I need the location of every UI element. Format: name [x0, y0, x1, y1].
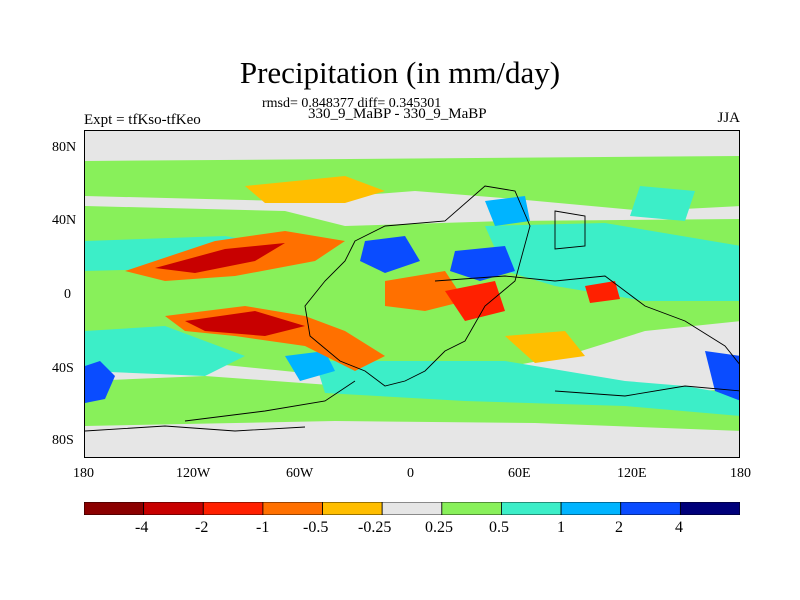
x-tick-60e: 60E — [508, 466, 531, 481]
colorbar-swatch — [381, 501, 443, 516]
x-tick-60w: 60W — [286, 466, 314, 481]
south-green-band — [85, 376, 739, 431]
colorbar-swatch — [560, 501, 622, 516]
colorbar-swatch — [620, 501, 681, 516]
x-tick-0: 0 — [407, 466, 414, 481]
cyan-patch-asia — [485, 223, 739, 301]
red-anomaly-africa — [445, 281, 505, 321]
colorbar-label: 4 — [675, 519, 683, 536]
north-green-band — [85, 156, 739, 211]
x-tick-120w: 120W — [176, 466, 211, 481]
colorbar-label: 0.5 — [489, 519, 509, 536]
x-tick-180e: 180 — [730, 466, 751, 481]
y-tick-80n: 80N — [52, 140, 77, 155]
red-anomaly-south — [185, 311, 305, 336]
colorbar — [83, 501, 741, 516]
colorbar-label: -4 — [135, 519, 149, 536]
colorbar-label: 1 — [557, 519, 565, 536]
colorbar-label: -2 — [195, 519, 209, 536]
map-canvas — [85, 131, 739, 457]
colorbar-label: 2 — [615, 519, 623, 536]
colorbar-swatch — [322, 501, 383, 516]
cyan-patch-n-pacific — [630, 186, 695, 221]
x-tick-180w: 180 — [73, 466, 94, 481]
coastline-continent-b — [434, 275, 739, 365]
colorbar-label: 0.25 — [425, 519, 453, 536]
yellow-anomaly-north — [245, 176, 385, 203]
red-anomaly-north — [155, 243, 285, 273]
coastline-antarctic-c — [85, 425, 306, 432]
cyan-patch-south — [315, 361, 739, 416]
colorbar-swatch — [679, 501, 741, 516]
colorbar-label: -0.25 — [358, 519, 392, 536]
colorbar-label: -0.5 — [303, 519, 329, 536]
blue-patch-far-sw — [85, 361, 115, 403]
expt-label: Expt = tfKso-tfKeo — [84, 112, 201, 128]
colorbar-swatch — [202, 501, 264, 516]
colorbar-label: -1 — [256, 519, 270, 536]
colorbar-swatch — [262, 501, 323, 516]
blue-patch-mid-1 — [360, 236, 420, 273]
coastline-antarctic-a — [184, 380, 356, 422]
blue-patch-far-se — [705, 351, 739, 401]
red-anomaly-indian — [585, 281, 620, 303]
coastline-inland-sea — [554, 210, 586, 250]
y-tick-80s: 80S — [52, 433, 74, 448]
orange-anomaly-atlantic — [385, 271, 465, 311]
coastline-antarctic-b — [554, 385, 739, 397]
coastline-continent-a — [304, 185, 531, 387]
lightblue-patch-north — [485, 196, 530, 226]
y-tick-0: 0 — [64, 287, 71, 302]
coastline-group — [85, 185, 739, 432]
colorbar-swatch — [83, 501, 145, 516]
blue-patch-mid-2 — [450, 246, 515, 281]
x-tick-120e: 120E — [617, 466, 647, 481]
cyan-patch-sw — [85, 326, 245, 376]
colorbar-swatch — [441, 501, 502, 516]
lightblue-patch-south — [285, 351, 335, 381]
colorbar-swatch — [143, 501, 204, 516]
experiment-label: 330_9_MaBP - 330_9_MaBP — [308, 106, 487, 122]
y-tick-40s: 40S — [52, 361, 74, 376]
plot-title: Precipitation (in mm/day) — [239, 55, 561, 90]
season-label: JJA — [717, 110, 740, 126]
colorbar-svg — [83, 501, 741, 516]
precipitation-map — [84, 130, 740, 458]
yellow-anomaly-south — [505, 331, 585, 363]
y-tick-40n: 40N — [52, 213, 77, 228]
colorbar-swatch — [501, 501, 562, 516]
stats-label: rmsd= 0.848377 diff= 0.345301 — [262, 96, 442, 111]
